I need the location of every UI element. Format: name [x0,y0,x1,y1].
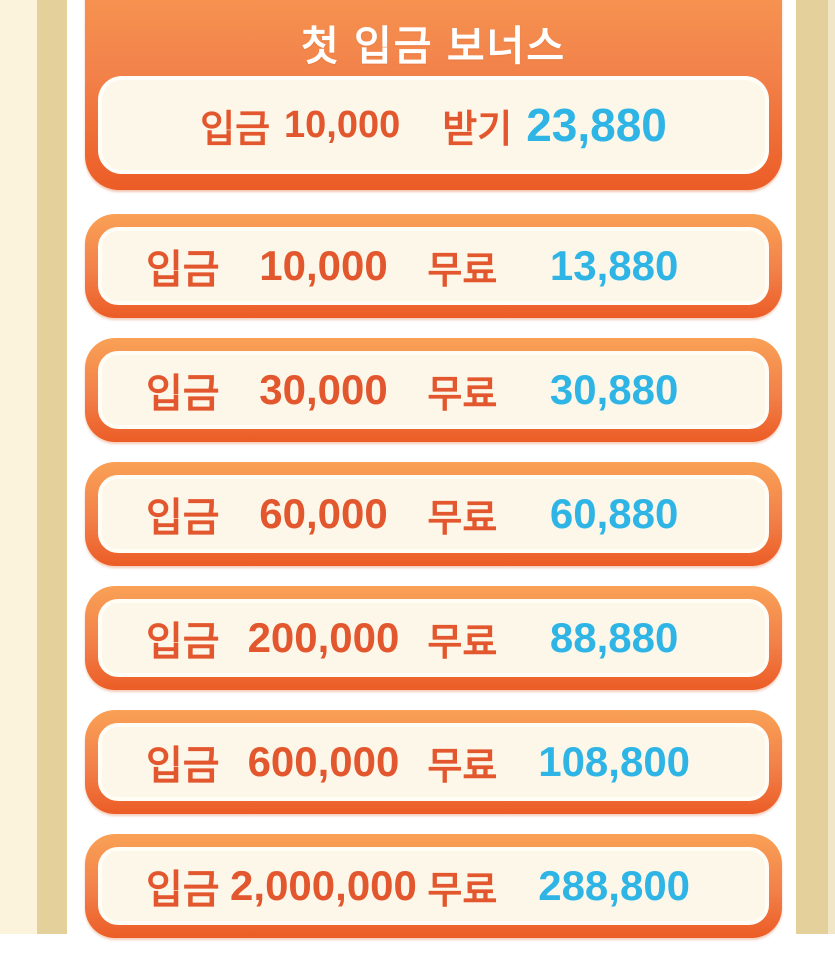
tier-deposit-label: 입금 [146,496,220,540]
tier-bonus-amount: 108,800 [538,738,691,785]
tier-bonus-amount: 30,880 [549,366,679,413]
claim-bonus-amount: 23,880 [526,99,667,151]
tier-deposit-amount: 200,000 [247,614,400,661]
tier-deposit-amount: 30,000 [259,366,388,413]
left-border-strip [37,0,67,934]
tier-card[interactable]: 입금 2,000,000 무료 288,800 [85,834,782,938]
tier-deposit-amount: 60,000 [259,490,388,537]
tier-free-label: 무료 [427,497,498,540]
tier-deposit-amount: 600,000 [247,738,400,785]
tier-row: 입금 30,000 무료 30,880 [98,351,769,429]
tier-deposit-amount: 2,000,000 [230,862,417,909]
tier-deposit-label: 입금 [146,868,220,912]
tier-card[interactable]: 입금 200,000 무료 88,880 [85,586,782,690]
tier-row: 입금 2,000,000 무료 288,800 [98,847,769,925]
tier-deposit-label: 입금 [146,248,220,292]
tier-free-label: 무료 [427,249,498,292]
tier-deposit-label: 입금 [146,372,220,416]
tier-free-label: 무료 [427,869,498,912]
page-background-left [0,0,37,934]
tier-deposit-label: 입금 [146,620,220,664]
tier-bonus-amount: 288,800 [538,862,691,909]
right-border-strip [796,0,828,934]
tier-card[interactable]: 입금 10,000 무료 13,880 [85,214,782,318]
claim-deposit-label: 입금 [200,108,271,151]
tier-bonus-amount: 88,880 [549,614,679,661]
claim-action-label: 받기 [442,108,513,151]
tier-deposit-label: 입금 [146,744,220,788]
first-deposit-bonus-title: 첫 입금 보너스 [300,23,567,69]
tier-free-label: 무료 [427,621,498,664]
tier-deposit-amount: 10,000 [259,242,388,289]
tier-row: 입금 200,000 무료 88,880 [98,599,769,677]
tier-row: 입금 60,000 무료 60,880 [98,475,769,553]
tier-bonus-amount: 60,880 [549,490,679,537]
tier-list: 입금 10,000 무료 13,880 입금 30,000 무료 30,880 … [85,214,782,938]
tier-card[interactable]: 입금 30,000 무료 30,880 [85,338,782,442]
tier-row: 입금 600,000 무료 108,800 [98,723,769,801]
tier-free-label: 무료 [427,745,498,788]
first-deposit-bonus-card: 첫 입금 보너스 입금 10,000 받기 23,880 [85,0,782,190]
claim-deposit-amount: 10,000 [284,103,401,146]
tier-bonus-amount: 13,880 [549,242,679,289]
tier-free-label: 무료 [427,373,498,416]
tier-card[interactable]: 입금 60,000 무료 60,880 [85,462,782,566]
bonus-panel: 첫 입금 보너스 입금 10,000 받기 23,880 입금 10,000 무… [85,0,782,958]
page-background-right [828,0,835,934]
claim-bonus-button[interactable]: 입금 10,000 받기 23,880 [98,76,769,174]
tier-card[interactable]: 입금 600,000 무료 108,800 [85,710,782,814]
tier-row: 입금 10,000 무료 13,880 [98,227,769,305]
